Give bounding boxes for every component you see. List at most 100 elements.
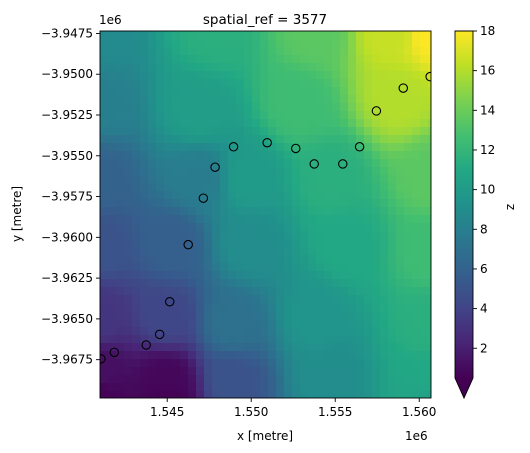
- heatmap-cell: [116, 175, 125, 184]
- heatmap-cell: [108, 103, 117, 112]
- heatmap-cell: [164, 119, 173, 128]
- heatmap-cell: [124, 39, 133, 48]
- heatmap-cell: [308, 127, 317, 136]
- heatmap-cell: [100, 215, 109, 224]
- heatmap-cell: [324, 103, 333, 112]
- heatmap-cell: [292, 143, 301, 152]
- heatmap-cell: [428, 159, 431, 168]
- heatmap-cell: [420, 87, 429, 96]
- heatmap-cell: [340, 255, 349, 264]
- heatmap-cell: [364, 167, 373, 176]
- heatmap-cell: [396, 207, 405, 216]
- heatmap-cell: [300, 351, 309, 360]
- heatmap-cell: [412, 279, 421, 288]
- heatmap-cell: [116, 271, 125, 280]
- heatmap-cell: [100, 183, 109, 192]
- heatmap-cell: [100, 335, 109, 344]
- heatmap-cell: [180, 223, 189, 232]
- heatmap-cell: [340, 47, 349, 56]
- heatmap-cell: [196, 359, 205, 368]
- heatmap-cell: [308, 191, 317, 200]
- x-axis-label: x [metre]: [237, 429, 293, 443]
- heatmap-cell: [292, 247, 301, 256]
- heatmap-cell: [252, 391, 261, 398]
- heatmap-cell: [148, 359, 157, 368]
- heatmap-cell: [428, 231, 431, 240]
- heatmap-cell: [220, 207, 229, 216]
- heatmap-cell: [420, 351, 429, 360]
- heatmap-cell: [276, 143, 285, 152]
- heatmap-cell: [196, 327, 205, 336]
- heatmap-cell: [180, 143, 189, 152]
- heatmap-cell: [172, 207, 181, 216]
- heatmap-cell: [116, 79, 125, 88]
- heatmap-cell: [268, 351, 277, 360]
- heatmap-cell: [260, 255, 269, 264]
- heatmap-cell: [396, 191, 405, 200]
- heatmap-cell: [316, 55, 325, 64]
- heatmap-cell: [268, 39, 277, 48]
- heatmap-cell: [380, 207, 389, 216]
- heatmap-cell: [204, 135, 213, 144]
- heatmap-cell: [188, 327, 197, 336]
- heatmap-cell: [116, 183, 125, 192]
- heatmap-cell: [332, 383, 341, 392]
- heatmap-cell: [164, 279, 173, 288]
- heatmap-cell: [308, 311, 317, 320]
- heatmap-cell: [220, 71, 229, 80]
- heatmap-cell: [308, 95, 317, 104]
- heatmap-cell: [172, 151, 181, 160]
- heatmap-cell: [172, 39, 181, 48]
- heatmap-cell: [372, 255, 381, 264]
- heatmap-cell: [252, 79, 261, 88]
- heatmap-cell: [156, 327, 165, 336]
- heatmap-cell: [268, 231, 277, 240]
- heatmap-cell: [268, 223, 277, 232]
- heatmap-cell: [252, 143, 261, 152]
- heatmap-cell: [140, 135, 149, 144]
- heatmap-cell: [396, 247, 405, 256]
- heatmap-cell: [108, 375, 117, 384]
- heatmap-cell: [332, 31, 341, 40]
- heatmap-cell: [372, 159, 381, 168]
- heatmap-cell: [292, 79, 301, 88]
- heatmap-cell: [140, 295, 149, 304]
- heatmap-cell: [236, 151, 245, 160]
- heatmap-cell: [372, 239, 381, 248]
- heatmap-cell: [300, 255, 309, 264]
- heatmap-cell: [332, 135, 341, 144]
- heatmap-cell: [252, 103, 261, 112]
- heatmap-cell: [388, 167, 397, 176]
- heatmap-cell: [332, 311, 341, 320]
- heatmap-cell: [428, 359, 431, 368]
- heatmap-cell: [324, 343, 333, 352]
- heatmap-cell: [172, 247, 181, 256]
- heatmap-cell: [388, 391, 397, 398]
- heatmap-cell: [132, 111, 141, 120]
- heatmap-cell: [124, 239, 133, 248]
- heatmap-cell: [340, 263, 349, 272]
- heatmap-cell: [404, 95, 413, 104]
- heatmap-cell: [300, 87, 309, 96]
- heatmap-cell: [148, 39, 157, 48]
- heatmap-cell: [260, 223, 269, 232]
- heatmap-cell: [180, 359, 189, 368]
- heatmap-cell: [340, 183, 349, 192]
- heatmap-cell: [364, 191, 373, 200]
- heatmap-cell: [308, 71, 317, 80]
- heatmap-cell: [268, 127, 277, 136]
- heatmap-cell: [140, 279, 149, 288]
- heatmap-cell: [372, 79, 381, 88]
- heatmap-cell: [180, 287, 189, 296]
- heatmap-cell: [332, 87, 341, 96]
- heatmap-cell: [140, 223, 149, 232]
- heatmap-cell: [108, 79, 117, 88]
- heatmap-cell: [396, 343, 405, 352]
- heatmap-cell: [396, 223, 405, 232]
- heatmap-cell: [388, 311, 397, 320]
- heatmap-cell: [156, 151, 165, 160]
- x-offset-label: 1e6: [405, 429, 428, 443]
- heatmap-cell: [100, 295, 109, 304]
- heatmap-cell: [324, 239, 333, 248]
- heatmap-cell: [100, 239, 109, 248]
